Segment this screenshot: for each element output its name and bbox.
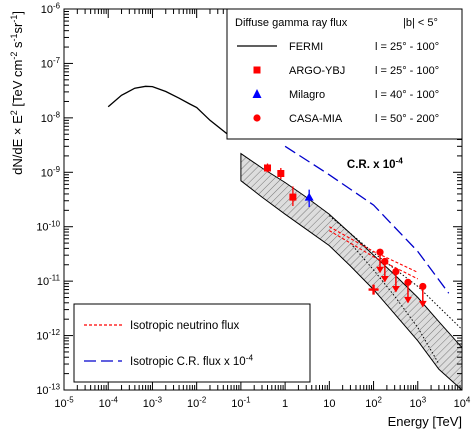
casa-mia-point	[392, 267, 400, 276]
y-tick-label: 10-8	[41, 110, 61, 124]
x-tick-label: 10-1	[231, 396, 251, 410]
lower-legend-label: Isotropic neutrino flux	[130, 320, 240, 332]
x-tick-label: 10-5	[54, 396, 74, 410]
upper-legend	[226, 8, 463, 140]
casa-mia-point	[376, 248, 384, 256]
y-tick-label: 10-9	[41, 165, 61, 179]
fermi-curve	[107, 85, 229, 135]
casa-mia-point	[419, 282, 427, 291]
cr-flux-curve	[284, 145, 450, 294]
red-cross-marker	[368, 284, 379, 295]
upper-limit-arrowhead	[392, 286, 400, 293]
upper-limit-arrowhead	[404, 296, 412, 304]
model-band	[240, 152, 462, 390]
y-tick-label: 10-12	[36, 328, 60, 342]
x-axis-label: Energy [TeV]	[388, 414, 462, 429]
x-tick-label: 104	[454, 396, 471, 410]
y-axis-label: dN/dE × E2 [TeV cm-2 s-1sr-1]	[9, 11, 25, 175]
argo-point	[289, 193, 297, 201]
x-tick-label: 10	[323, 398, 335, 410]
legend-series-name: Milagro	[289, 89, 325, 101]
upper-limit-arrowhead	[418, 300, 427, 308]
x-tick-label: 102	[365, 396, 382, 410]
x-tick-label: 10-3	[143, 396, 163, 410]
x-tick-label: 103	[409, 396, 426, 410]
lower-legend-label: Isotropic C.R. flux x 10-4	[130, 353, 253, 368]
argo-point	[264, 164, 272, 172]
model-dotted-line-0	[328, 215, 462, 330]
y-tick-label: 10-13	[36, 383, 60, 397]
y-tick-label: 10-11	[37, 274, 61, 288]
casa-mia-point	[381, 257, 389, 266]
x-tick-label: 10-4	[99, 396, 119, 410]
legend-series-range: l = 25° - 100°	[375, 65, 439, 77]
legend-milagro-marker	[252, 89, 262, 98]
x-tick-label: 10-2	[187, 396, 206, 410]
y-tick-label: 10-10	[36, 219, 60, 233]
legend-series-name: FERMI	[289, 41, 323, 53]
legend-latitude: |b| < 5°	[403, 17, 438, 29]
neutrino-curve-0	[329, 226, 419, 273]
legend-series-range: l = 25° - 100°	[375, 41, 439, 53]
y-tick-label: 10-6	[41, 2, 61, 16]
neutrino-curve-1	[329, 230, 419, 280]
legend-series-name: CASA-MIA	[289, 113, 343, 125]
legend-series-name: ARGO-YBJ	[289, 65, 345, 77]
x-tick-label: 1	[282, 398, 288, 410]
legend-title: Diffuse gamma ray flux	[235, 17, 348, 29]
y-tick-label: 10-7	[41, 56, 60, 70]
cr-label: C.R. x 10-4	[347, 156, 403, 171]
upper-limit-arrowhead	[380, 275, 389, 283]
casa-mia-point	[404, 278, 412, 286]
argo-point	[277, 169, 285, 177]
legend-argo-marker	[253, 66, 261, 74]
upper-limit-arrowhead	[376, 266, 384, 274]
legend-series-range: l = 50° - 200°	[375, 113, 439, 125]
legend-series-range: l = 40° - 100°	[375, 89, 439, 101]
milagro-point	[304, 192, 314, 201]
legend-casa-marker	[253, 114, 261, 122]
lower-legend	[73, 303, 311, 383]
